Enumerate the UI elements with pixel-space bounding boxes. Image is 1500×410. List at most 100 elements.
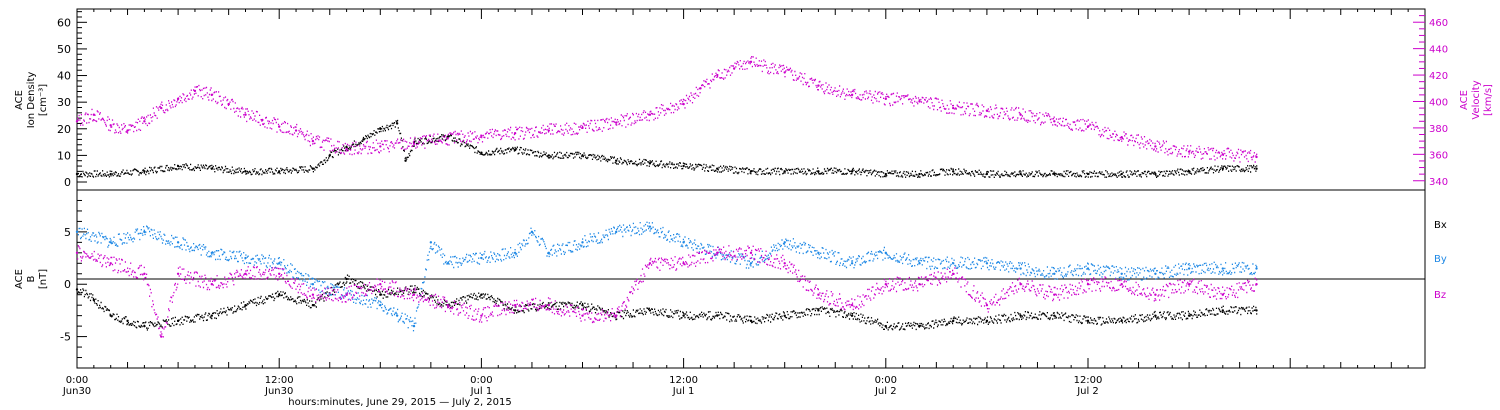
data-point <box>345 147 348 151</box>
b-axis-ticks: -5 0 5 <box>60 199 87 359</box>
data-point <box>918 324 921 328</box>
data-point <box>682 102 685 106</box>
data-point <box>379 127 382 130</box>
top-panel-series <box>75 56 1258 178</box>
data-point <box>345 277 348 281</box>
series-points <box>77 245 1258 338</box>
density-tick-label: 60 <box>57 16 71 29</box>
date-tick-label: Jul 1 <box>470 386 493 397</box>
data-point <box>480 134 483 138</box>
data-point <box>412 293 416 296</box>
data-point <box>328 154 331 157</box>
data-point <box>1120 272 1123 275</box>
velocity-tick-label: 460 <box>1429 18 1448 29</box>
data-point <box>126 319 129 323</box>
data-point <box>783 314 786 317</box>
velocity-tick-label: 360 <box>1429 150 1448 161</box>
data-point <box>1221 293 1225 296</box>
data-point <box>884 251 887 255</box>
series-points <box>77 56 1258 163</box>
data-point <box>850 170 854 173</box>
data-point <box>480 256 483 260</box>
time-tick-label: 0:00 <box>875 375 897 386</box>
data-point <box>311 167 315 170</box>
b-label-line3: [nT] <box>38 269 49 289</box>
data-point <box>1221 153 1225 156</box>
date-tick-label: Jul 2 <box>874 386 897 397</box>
data-point <box>311 139 315 143</box>
data-point <box>480 314 483 317</box>
data-point <box>682 314 685 317</box>
data-point <box>1120 172 1123 176</box>
data-point <box>1086 267 1090 270</box>
data-point <box>648 162 652 165</box>
data-point <box>1154 293 1157 296</box>
data-point <box>547 251 550 255</box>
data-point <box>1120 319 1123 323</box>
data-point <box>210 167 213 170</box>
data-point <box>210 283 213 286</box>
data-point <box>952 106 955 110</box>
data-point <box>749 262 753 265</box>
data-point <box>92 113 96 116</box>
data-point <box>1255 283 1258 286</box>
density-axis-ticks: 0 10 20 30 40 50 60 <box>57 11 87 189</box>
data-point <box>1086 172 1090 176</box>
data-point <box>1053 120 1056 123</box>
data-point <box>547 303 550 307</box>
data-point <box>75 288 79 291</box>
data-point <box>783 262 786 265</box>
data-point <box>581 126 584 130</box>
data-point <box>1053 293 1056 296</box>
density-label-line1: ACE <box>14 90 25 110</box>
data-point <box>716 167 719 170</box>
data-point <box>850 314 854 317</box>
b-tick-label: 5 <box>64 226 71 239</box>
data-point <box>952 319 955 323</box>
data-point <box>1187 267 1191 270</box>
data-point <box>817 293 820 296</box>
data-point <box>648 113 652 116</box>
data-point <box>513 131 517 135</box>
data-point <box>176 241 180 244</box>
data-point <box>547 154 550 157</box>
data-point <box>1255 309 1258 312</box>
data-point <box>261 118 264 122</box>
data-point <box>446 137 449 140</box>
data-point <box>682 164 685 168</box>
data-point <box>446 262 449 265</box>
data-point <box>193 89 197 93</box>
density-tick-label: 10 <box>57 149 71 162</box>
data-point <box>1086 319 1090 323</box>
data-point <box>278 262 281 265</box>
data-point <box>143 324 146 328</box>
data-point <box>278 170 281 173</box>
data-point <box>817 309 820 312</box>
data-point <box>244 303 247 307</box>
data-point <box>615 314 618 317</box>
data-point <box>1086 125 1090 128</box>
density-label-line3: [cm⁻³] <box>38 84 49 116</box>
time-tick-label: 12:00 <box>265 375 294 386</box>
velocity-tick-label: 400 <box>1429 97 1448 108</box>
data-point <box>446 135 449 138</box>
data-point <box>1255 167 1258 170</box>
data-point <box>1019 113 1022 116</box>
data-point <box>92 298 96 302</box>
data-point <box>884 97 887 101</box>
data-point <box>143 230 146 234</box>
b-label-line2: B <box>26 275 37 282</box>
data-point <box>985 109 989 112</box>
data-point <box>952 262 955 265</box>
data-point <box>985 319 989 323</box>
density-axis-label: ACE Ion Density [cm⁻³] <box>14 72 49 129</box>
series-velocity <box>75 56 1258 163</box>
data-point <box>278 272 281 275</box>
bottom-panel-series <box>75 221 1258 338</box>
data-point <box>244 170 247 173</box>
data-point <box>446 303 449 307</box>
data-point <box>126 129 129 132</box>
data-point <box>75 172 79 176</box>
data-point <box>783 170 786 173</box>
